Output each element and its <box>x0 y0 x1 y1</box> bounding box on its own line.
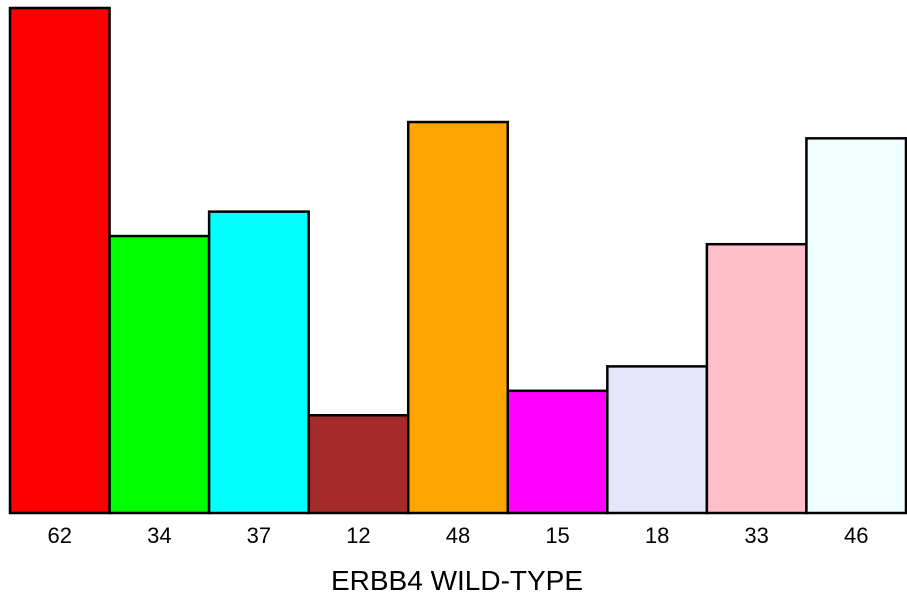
bar-48 <box>406 120 510 515</box>
bar-12 <box>307 414 410 515</box>
bar-46 <box>805 137 907 515</box>
x-tick-label: 46 <box>844 523 868 548</box>
x-tick-label: 18 <box>645 523 669 548</box>
bar-33 <box>705 242 808 515</box>
x-tick-label: 37 <box>247 523 271 548</box>
tick-labels-group: 62 34 37 12 48 15 18 33 46 <box>48 523 869 548</box>
bar-62 <box>8 6 111 515</box>
bar-37 <box>207 210 310 515</box>
x-tick-label: 62 <box>48 523 72 548</box>
x-tick-label: 12 <box>346 523 370 548</box>
x-tick-label: 33 <box>744 523 768 548</box>
x-tick-label: 34 <box>147 523 171 548</box>
x-tick-label: 48 <box>446 523 470 548</box>
x-axis-title: ERBB4 WILD-TYPE <box>331 565 583 596</box>
x-tick-label: 15 <box>545 523 569 548</box>
bar-15 <box>506 389 609 515</box>
bars-group <box>8 6 907 515</box>
bar-18 <box>606 365 709 515</box>
bar-34 <box>108 234 211 515</box>
